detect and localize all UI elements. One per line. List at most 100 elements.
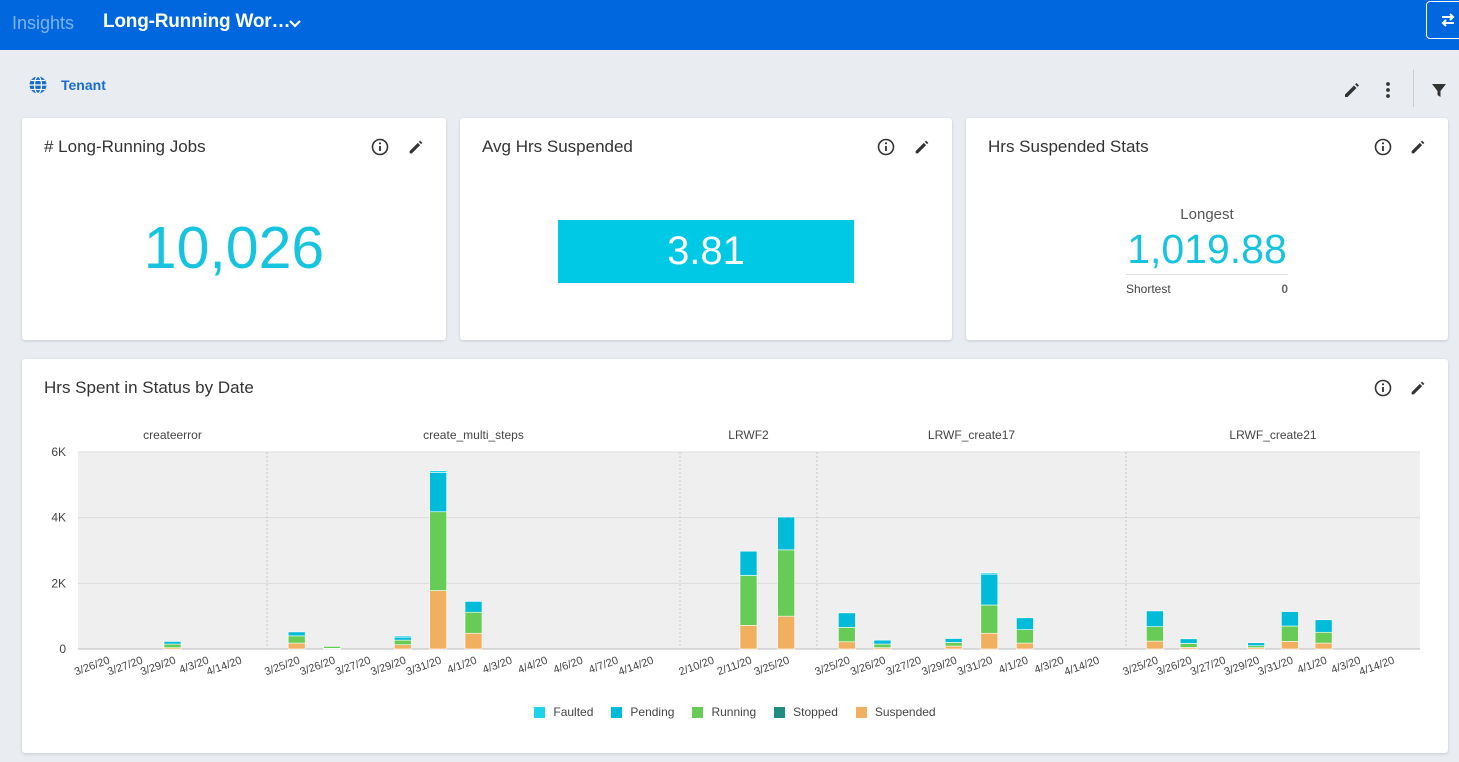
bar-segment-running bbox=[1314, 631, 1333, 644]
bar-segment-suspended bbox=[980, 632, 999, 650]
dashboard-title[interactable]: Long-Running Wor… bbox=[103, 11, 291, 32]
legend-swatch bbox=[611, 706, 623, 718]
avg-hrs-suspended-card: Avg Hrs Suspended 3.81 bbox=[460, 118, 952, 340]
bar-segment-suspended bbox=[287, 642, 306, 650]
x-tick-label: 4/6/20 bbox=[552, 655, 585, 677]
x-tick-label: 3/29/20 bbox=[920, 655, 959, 679]
bar-segment-pending bbox=[739, 550, 758, 576]
bar-segment-pending bbox=[1146, 610, 1164, 627]
y-tick-label: 0 bbox=[59, 642, 66, 656]
legend-swatch bbox=[534, 706, 546, 718]
info-icon[interactable] bbox=[370, 137, 390, 157]
bar-segment-running bbox=[873, 643, 892, 648]
legend-swatch bbox=[692, 706, 704, 718]
x-tick-label: 3/29/20 bbox=[369, 655, 408, 679]
top-bar: Insights Long-Running Wor… bbox=[0, 0, 1459, 50]
chart-legend: Faulted Pending Running Stopped Suspended bbox=[22, 705, 1448, 719]
x-tick-label: 3/29/20 bbox=[139, 655, 178, 679]
bar-segment-running bbox=[777, 549, 795, 617]
avg-value-box: 3.81 bbox=[558, 220, 854, 283]
swap-icon bbox=[1441, 13, 1455, 27]
bar-segment-suspended bbox=[1281, 641, 1299, 650]
avg-hrs-value: 3.81 bbox=[667, 229, 745, 273]
bar-segment-pending bbox=[1016, 617, 1034, 630]
bar-segment-pending bbox=[163, 641, 182, 645]
divider bbox=[1126, 274, 1288, 275]
facet-title: LRWF_create17 bbox=[928, 428, 1015, 442]
x-tick-label: 2/10/20 bbox=[677, 655, 716, 679]
card-title: Hrs Spent in Status by Date bbox=[44, 378, 254, 397]
x-tick-label: 4/3/20 bbox=[178, 655, 211, 677]
legend-item[interactable]: Pending bbox=[611, 705, 674, 719]
x-tick-label: 4/14/20 bbox=[1063, 655, 1102, 679]
bar-segment-faulted bbox=[393, 635, 412, 638]
facet-title: create_multi_steps bbox=[423, 428, 524, 442]
legend-item[interactable]: Faulted bbox=[534, 705, 593, 719]
legend-label: Suspended bbox=[874, 705, 936, 719]
bar-segment-pending bbox=[1247, 642, 1265, 647]
bar-segment-suspended bbox=[464, 632, 483, 650]
legend-item[interactable]: Stopped bbox=[774, 705, 838, 719]
facet-title: LRWF_create21 bbox=[1229, 428, 1316, 442]
bar-segment-running bbox=[944, 642, 963, 647]
x-tick-label: 3/31/20 bbox=[956, 655, 995, 679]
x-tick-label: 4/4/20 bbox=[516, 655, 549, 677]
x-tick-label: 3/26/20 bbox=[849, 655, 888, 679]
bar-segment-running bbox=[980, 604, 999, 634]
bar-segment-pending bbox=[777, 516, 795, 551]
bar-segment-pending bbox=[944, 638, 963, 643]
bar-segment-pending bbox=[980, 573, 999, 606]
brand-label[interactable]: Insights bbox=[12, 13, 75, 33]
pencil-icon[interactable] bbox=[1408, 378, 1428, 398]
longest-value: 1,019.88 bbox=[1127, 226, 1287, 272]
info-icon[interactable] bbox=[1373, 137, 1393, 157]
x-tick-label: 3/27/20 bbox=[884, 655, 923, 679]
swap-button[interactable] bbox=[1426, 1, 1459, 39]
y-tick-label: 4K bbox=[51, 511, 66, 525]
pencil-icon[interactable] bbox=[912, 137, 932, 157]
legend-item[interactable]: Running bbox=[692, 705, 756, 719]
filter-icon[interactable] bbox=[1428, 79, 1450, 101]
card-title: Hrs Suspended Stats bbox=[988, 137, 1149, 156]
x-tick-label: 4/14/20 bbox=[1358, 655, 1397, 679]
x-tick-label: 3/31/20 bbox=[405, 655, 444, 679]
bar-segment-pending bbox=[1314, 619, 1333, 633]
bar-segment-faulted bbox=[980, 572, 999, 575]
legend-item[interactable]: Suspended bbox=[855, 705, 936, 719]
x-tick-label: 3/25/20 bbox=[813, 655, 852, 679]
bar-segment-running bbox=[1016, 629, 1034, 644]
pencil-icon[interactable] bbox=[406, 137, 426, 157]
x-tick-label: 3/26/20 bbox=[298, 655, 337, 679]
legend-label: Faulted bbox=[553, 705, 594, 719]
bar-segment-suspended bbox=[1016, 642, 1034, 650]
x-tick-label: 2/11/20 bbox=[716, 655, 754, 679]
bar-segment-running bbox=[464, 611, 483, 634]
bar-segment-suspended bbox=[739, 625, 758, 650]
bar-segment-suspended bbox=[1146, 640, 1164, 650]
info-icon[interactable] bbox=[876, 137, 896, 157]
legend-label: Stopped bbox=[793, 705, 838, 719]
bar-segment-suspended bbox=[777, 615, 795, 650]
bar-segment-faulted bbox=[429, 470, 447, 473]
bar-segment-running bbox=[1281, 625, 1299, 642]
pencil-icon[interactable] bbox=[1408, 137, 1428, 157]
bar-segment-running bbox=[838, 627, 856, 643]
legend-label: Pending bbox=[630, 705, 675, 719]
toolbar-divider bbox=[1413, 70, 1414, 107]
bar-segment-pending bbox=[1281, 611, 1299, 627]
hrs-by-status-chart-card: 0 2K 4K 6K createerror 3/26/20 3/27/20 3/29/20 4… bbox=[22, 359, 1448, 753]
hrs-suspended-stats-card: Hrs Suspended Stats Longest 1,019.88 Sho… bbox=[966, 118, 1448, 340]
info-icon[interactable] bbox=[1373, 378, 1393, 398]
bar-segment-suspended bbox=[944, 645, 963, 650]
bar-segment-pending bbox=[838, 612, 856, 628]
x-tick-label: 3/25/20 bbox=[263, 655, 302, 679]
tenant-selector[interactable]: Tenant bbox=[61, 77, 106, 93]
pencil-icon[interactable] bbox=[1341, 79, 1363, 101]
bar-segment-suspended bbox=[393, 644, 412, 650]
more-vert-icon[interactable] bbox=[1377, 79, 1399, 101]
bar-segment-suspended bbox=[838, 641, 856, 650]
x-tick-label: 4/1/20 bbox=[446, 655, 479, 677]
legend-swatch bbox=[855, 706, 867, 718]
longest-label: Longest bbox=[1180, 206, 1234, 223]
chevron-down-icon[interactable] bbox=[285, 14, 305, 34]
